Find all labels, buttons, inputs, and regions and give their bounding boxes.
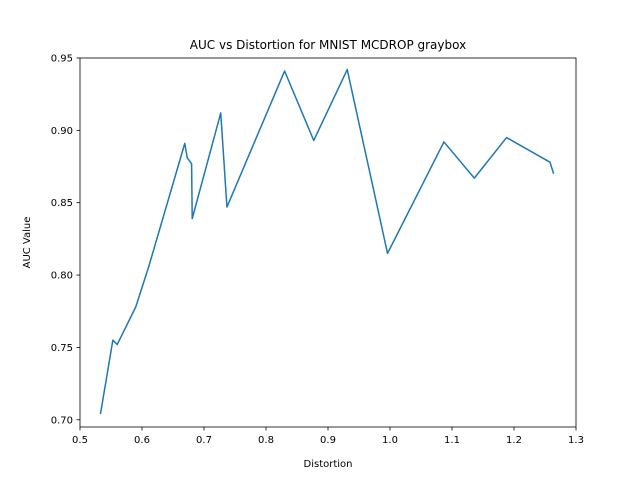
y-tick-label: 0.95 (51, 54, 73, 65)
x-tick-label: 0.9 (320, 435, 336, 446)
y-tick-label: 0.70 (51, 415, 73, 426)
x-tick-label: 1.0 (382, 435, 398, 446)
axes-frame (79, 57, 577, 428)
y-axis-label: AUC Value (22, 217, 33, 269)
series-line (99, 68, 555, 415)
x-tick-label: 0.6 (134, 435, 150, 446)
x-tick-label: 1.2 (506, 435, 522, 446)
x-axis-ticks: 0.5 0.6 0.7 0.8 0.9 1.0 1.1 1.2 1.3 (72, 427, 584, 446)
chart-title: AUC vs Distortion for MNIST MCDROP grayb… (190, 38, 466, 52)
x-tick-label: 0.8 (258, 435, 274, 446)
plot-area (99, 68, 555, 415)
x-tick-label: 0.7 (196, 435, 212, 446)
y-tick-label: 0.80 (51, 271, 73, 282)
x-tick-label: 1.3 (568, 435, 584, 446)
y-tick-label: 0.85 (51, 198, 73, 209)
x-tick-label: 0.5 (72, 435, 88, 446)
y-tick-label: 0.75 (51, 343, 73, 354)
y-axis-ticks: 0.70 0.75 0.80 0.85 0.90 0.95 (51, 54, 80, 426)
x-axis-label: Distortion (304, 459, 353, 470)
x-tick-label: 1.1 (444, 435, 460, 446)
y-tick-label: 0.90 (51, 126, 73, 137)
